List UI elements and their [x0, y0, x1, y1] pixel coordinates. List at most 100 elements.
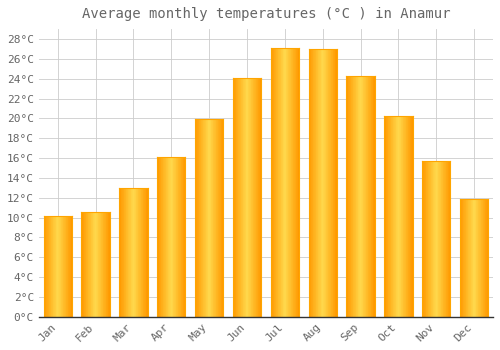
Bar — [98, 212, 99, 317]
Bar — [94, 212, 95, 317]
Bar — [319, 49, 320, 317]
Bar — [120, 188, 122, 317]
Bar — [237, 78, 238, 317]
Bar — [347, 76, 348, 317]
Bar — [144, 188, 145, 317]
Bar — [324, 49, 325, 317]
Bar — [244, 78, 245, 317]
Bar — [437, 161, 438, 317]
Bar — [466, 199, 467, 317]
Bar — [434, 161, 435, 317]
Bar — [405, 116, 406, 317]
Bar — [409, 116, 410, 317]
Bar — [87, 212, 88, 317]
Bar — [485, 199, 486, 317]
Bar — [441, 161, 442, 317]
Bar — [247, 78, 248, 317]
Bar — [257, 78, 258, 317]
Bar — [212, 119, 214, 317]
Bar — [44, 216, 45, 317]
Bar — [197, 119, 198, 317]
Bar — [52, 216, 53, 317]
Bar — [370, 76, 371, 317]
Bar — [326, 49, 327, 317]
Bar — [102, 212, 104, 317]
Bar — [215, 119, 216, 317]
Bar — [328, 49, 329, 317]
Bar — [234, 78, 235, 317]
Bar — [235, 78, 236, 317]
Bar — [199, 119, 200, 317]
Bar — [206, 119, 207, 317]
Bar — [354, 76, 355, 317]
Bar — [289, 48, 290, 317]
Bar — [484, 199, 485, 317]
Bar — [165, 157, 166, 317]
Bar — [66, 216, 67, 317]
Bar — [82, 212, 83, 317]
Bar — [290, 48, 291, 317]
Bar — [331, 49, 332, 317]
Bar — [129, 188, 130, 317]
Bar — [168, 157, 169, 317]
Bar — [468, 199, 469, 317]
Bar — [275, 48, 276, 317]
Bar — [428, 161, 429, 317]
Bar — [476, 199, 477, 317]
Bar — [397, 116, 398, 317]
Bar — [246, 78, 247, 317]
Bar — [160, 157, 162, 317]
Bar — [357, 76, 358, 317]
Bar — [170, 157, 172, 317]
Bar — [395, 116, 396, 317]
Bar — [220, 119, 221, 317]
Bar — [388, 116, 389, 317]
Bar — [398, 116, 399, 317]
Bar — [404, 116, 405, 317]
Bar — [119, 188, 120, 317]
Bar — [252, 78, 254, 317]
Bar — [248, 78, 249, 317]
Bar — [59, 216, 60, 317]
Bar — [62, 216, 64, 317]
Bar — [365, 76, 366, 317]
Bar — [136, 188, 137, 317]
Bar — [449, 161, 450, 317]
Bar — [124, 188, 125, 317]
Bar — [475, 199, 476, 317]
Bar — [287, 48, 288, 317]
Bar — [332, 49, 334, 317]
Bar — [353, 76, 354, 317]
Bar — [174, 157, 175, 317]
Bar — [385, 116, 386, 317]
Bar — [463, 199, 464, 317]
Bar — [470, 199, 472, 317]
Bar — [239, 78, 240, 317]
Bar — [99, 212, 100, 317]
Bar — [436, 161, 437, 317]
Bar — [390, 116, 392, 317]
Bar — [147, 188, 148, 317]
Bar — [284, 48, 285, 317]
Bar — [141, 188, 142, 317]
Bar — [254, 78, 255, 317]
Bar — [358, 76, 359, 317]
Bar — [195, 119, 196, 317]
Bar — [467, 199, 468, 317]
Bar — [320, 49, 322, 317]
Bar — [374, 76, 375, 317]
Bar — [362, 76, 364, 317]
Bar — [240, 78, 242, 317]
Bar — [45, 216, 46, 317]
Bar — [408, 116, 409, 317]
Bar — [130, 188, 132, 317]
Bar — [369, 76, 370, 317]
Bar — [238, 78, 239, 317]
Bar — [255, 78, 256, 317]
Bar — [222, 119, 224, 317]
Bar — [400, 116, 402, 317]
Bar — [410, 116, 411, 317]
Bar — [47, 216, 48, 317]
Bar — [177, 157, 178, 317]
Bar — [297, 48, 298, 317]
